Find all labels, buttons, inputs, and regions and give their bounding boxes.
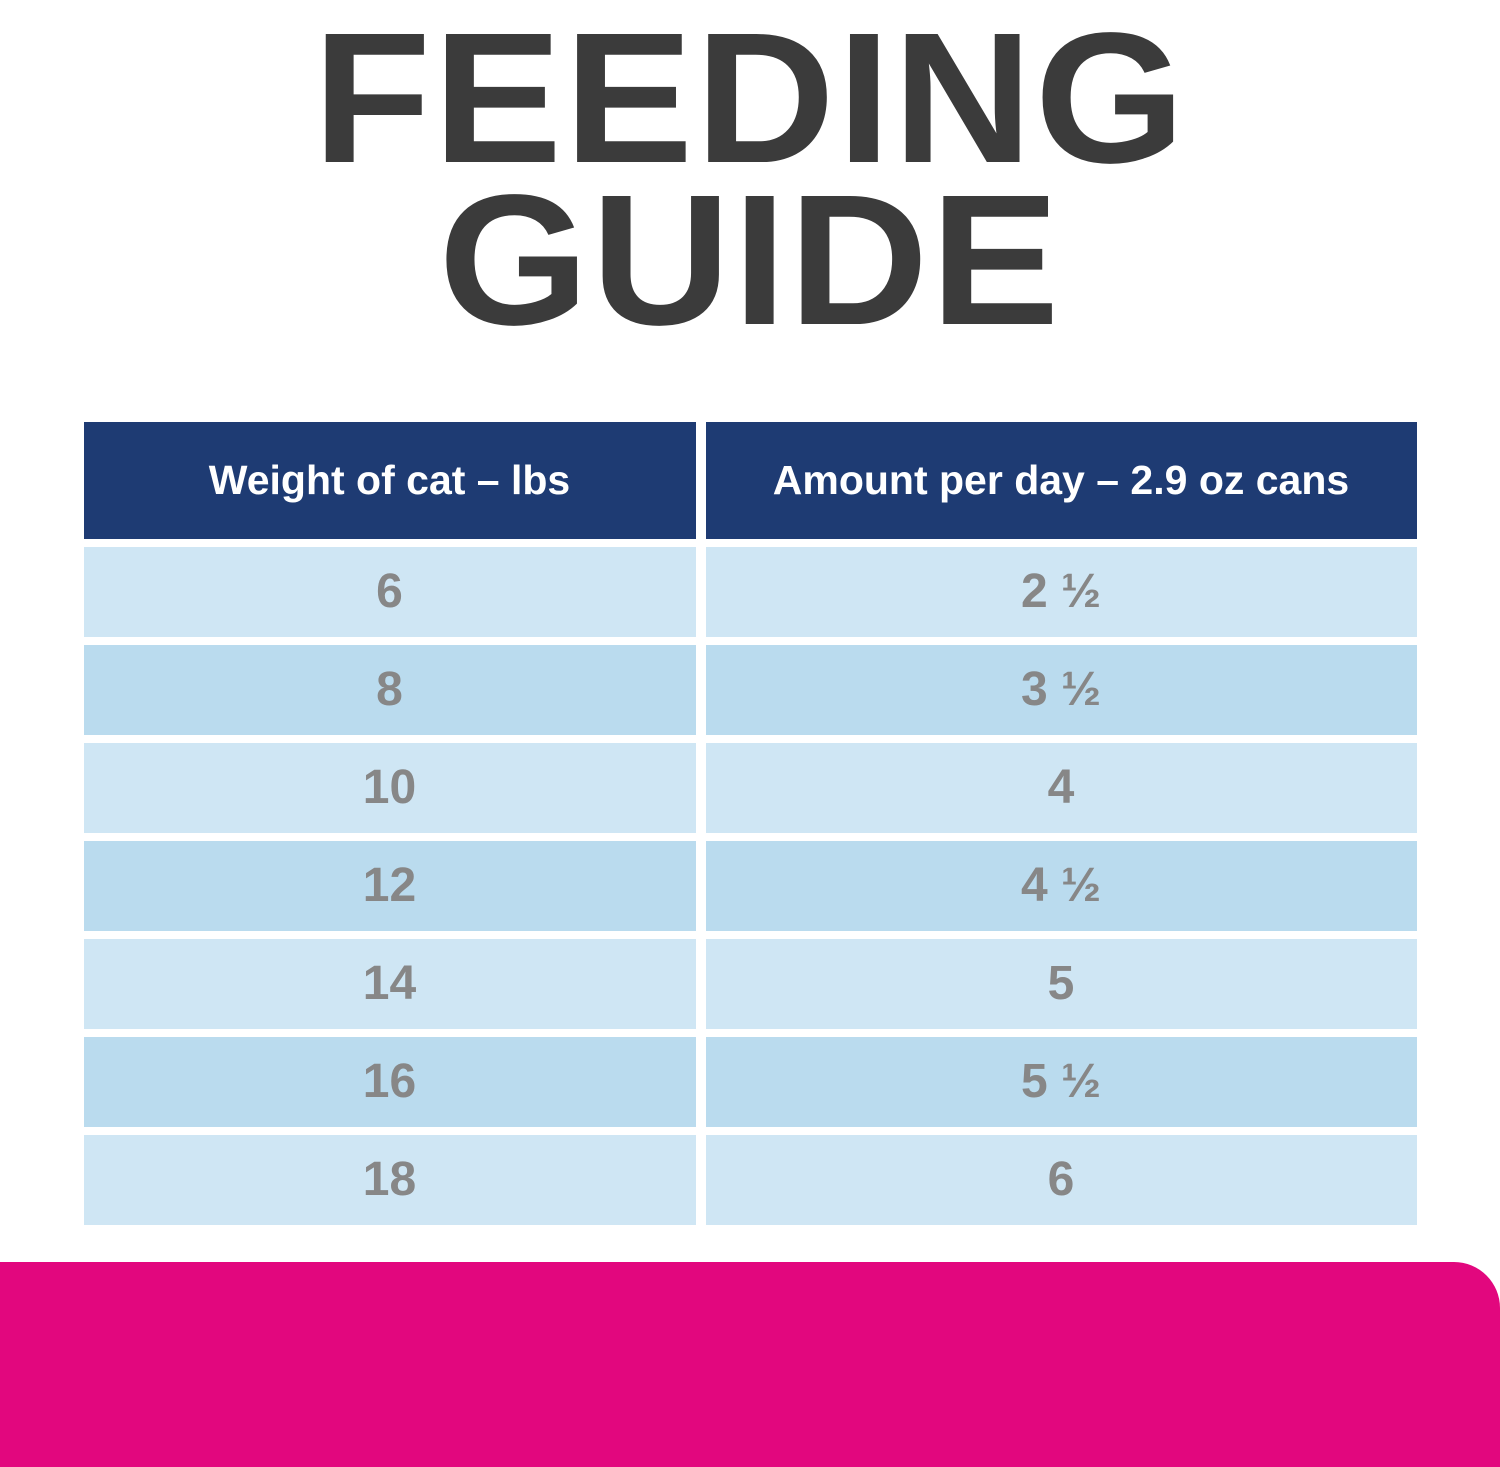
weight-cell: 12 [83,840,696,931]
amount-cell: 5 [705,938,1417,1029]
amount-cell: 3 ½ [705,644,1417,735]
weight-cell: 14 [83,938,696,1029]
pink-footer-band [0,1262,1500,1467]
amount-cell: 5 ½ [705,1036,1417,1127]
feeding-table: Weight of cat – lbs Amount per day – 2.9… [83,421,1417,1225]
weight-cell: 6 [83,546,696,637]
weight-cell: 10 [83,742,696,833]
weight-cell: 8 [83,644,696,735]
weight-cell: 16 [83,1036,696,1127]
amount-cell: 6 [705,1134,1417,1225]
title-line-1: FEEDING [312,0,1188,202]
title-line-2: GUIDE [438,156,1062,364]
page-title: FEEDING GUIDE [0,0,1500,364]
header-cell-amount: Amount per day – 2.9 oz cans [705,421,1417,539]
amount-cell: 2 ½ [705,546,1417,637]
weight-cell: 18 [83,1134,696,1225]
amount-cell: 4 ½ [705,840,1417,931]
header-cell-weight: Weight of cat – lbs [83,421,696,539]
amount-cell: 4 [705,742,1417,833]
